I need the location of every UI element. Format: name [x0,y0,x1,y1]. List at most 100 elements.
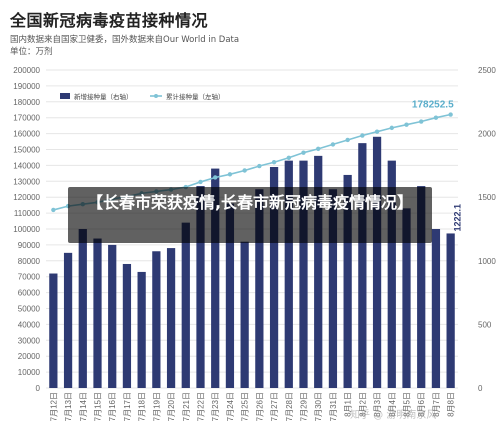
x-tick-label: 7月28日 [285,392,294,421]
bar [181,222,190,388]
x-tick-label: 8月7日 [432,392,441,417]
y-left-tick-label: 110000 [14,209,41,218]
bar [240,241,249,388]
unit-note: 单位：万剂 [10,47,53,57]
x-tick-label: 8月1日 [344,392,353,417]
bar [108,244,117,388]
bar [358,143,367,388]
line-point [51,207,56,213]
y-left-tick-label: 20000 [18,352,41,361]
line-point [227,172,233,177]
bar [372,136,382,388]
bar [446,233,455,388]
bar [196,186,205,388]
y-left-tick-label: 170000 [13,114,40,123]
line-point [404,122,409,127]
bar [93,238,102,388]
bar [431,229,441,388]
bar [211,168,220,388]
line-point [345,137,350,143]
bar [328,189,338,388]
y-left-tick-label: 40000 [18,320,41,329]
x-tick-label: 7月18日 [138,392,147,421]
line-point [419,119,424,124]
y-left-tick-label: 200000 [13,66,40,75]
x-tick-label: 8月8日 [447,392,456,417]
line-point [257,163,262,169]
bar [122,263,132,388]
line-point [360,133,365,138]
x-tick-label: 8月4日 [388,392,397,417]
y-left-tick-label: 60000 [18,289,41,298]
line-point [448,112,453,117]
bar [49,273,58,388]
x-tick-label: 7月21日 [182,392,191,421]
y-left-tick-label: 100000 [13,225,40,234]
bar [78,229,87,388]
annotations: 178252.5 1222.1 [412,100,463,232]
line-point [286,155,291,160]
bar [255,189,264,388]
x-tick-label: 7月13日 [64,392,73,421]
line-point [213,175,218,180]
bar [137,271,146,388]
y-left-tick-label: 0 [36,384,41,393]
line-end-value-label: 178252.5 [412,100,454,111]
y-right-tick-label: 2000 [478,130,496,139]
y-left-tick-label: 180000 [13,98,40,107]
bar [269,166,279,388]
line-point [330,142,336,147]
y-left-tick-label: 120000 [13,193,40,202]
bar [166,248,176,388]
bar [225,203,235,388]
line-point [242,168,247,173]
bar-series [49,136,455,388]
chart-title: 全国新冠病毒疫苗接种情况 [10,11,209,30]
y-left-tick-label: 160000 [13,130,40,139]
x-tick-label: 7月25日 [241,392,250,421]
bar [314,155,323,388]
line-point [301,150,306,155]
legend: 新增接种量（右轴） 累计接种量（左轴） [60,92,225,101]
x-tick-label: 7月16日 [108,392,117,421]
y-left-tick-label: 130000 [13,177,40,186]
bar [284,160,293,388]
headline-banner: 【长春市荣获疫情,长春市新冠病毒疫情情况】 [68,187,432,243]
line-point [198,179,203,185]
y-right-tick-label: 1000 [478,257,496,266]
y-right-tick-label: 500 [478,320,492,329]
x-tick-label: 7月20日 [167,392,176,421]
y-left-tick-label: 10000 [18,368,41,377]
x-tick-label: 7月14日 [79,392,88,421]
legend-label-bar: 新增接种量（右轴） [74,92,133,101]
x-tick-label: 7月22日 [197,392,206,421]
y-left-tick-label: 30000 [18,336,41,345]
x-tick-label: 8月3日 [373,392,382,417]
x-tick-label: 7月29日 [300,392,309,421]
bar [63,252,73,388]
line-point [433,115,439,120]
watermark: 知乎 @ 游明南京风 [350,410,437,421]
legend-label-line: 累计接种量（左轴） [166,92,225,101]
bar [152,251,161,388]
x-tick-label: 7月26日 [255,392,264,421]
y-right-tick-label: 0 [478,384,483,393]
line-point [316,146,321,152]
y-left-tick-label: 90000 [18,241,41,250]
x-tick-label: 7月30日 [314,392,323,421]
source-note: 国内数据来自国家卫健委，国外数据来自Our World in Data [10,35,240,45]
y-left-tick-label: 150000 [13,146,40,155]
legend-swatch-bar [60,93,70,99]
x-tick-label: 7月23日 [211,392,220,421]
line-point [374,129,380,134]
x-tick-label: 8月2日 [358,392,367,417]
line-point [389,125,394,131]
y-right-tick-label: 1500 [478,193,496,202]
y-left-tick-label: 80000 [18,257,41,266]
x-tick-label: 7月15日 [94,392,103,421]
x-tick-label: 7月19日 [152,392,161,421]
bar [417,186,426,388]
x-tick-label: 8月6日 [417,392,426,417]
y-left-tick-label: 50000 [18,305,41,314]
bar [402,208,411,388]
